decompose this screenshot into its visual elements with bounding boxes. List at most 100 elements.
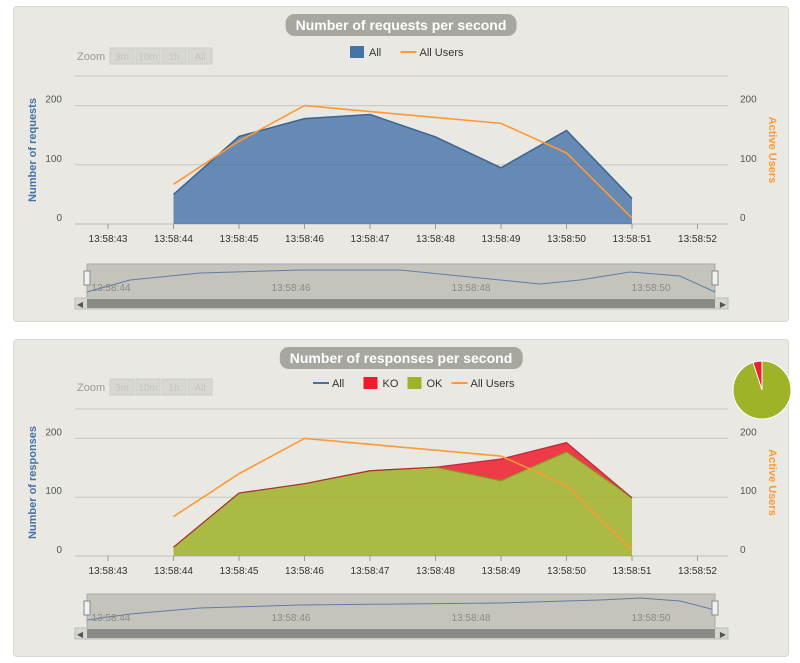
zoom-button-label: 3m [115, 52, 129, 63]
y2-tick-label: 0 [740, 213, 746, 224]
series-all-users-line [173, 437, 633, 551]
legend: All KO OK All Users [313, 377, 515, 390]
x-tick-label: 13:58:43 [89, 234, 128, 245]
zoom-button-1h[interactable] [161, 378, 187, 396]
x-tick-label: 13:58:47 [351, 566, 390, 577]
chart-title: Number of responses per second [279, 347, 523, 369]
navigator-series [86, 269, 716, 293]
legend: All All Users [350, 46, 464, 59]
zoom-controls: Zoom 3m 10m 1h All [77, 47, 213, 65]
y-tick-label: 200 [45, 95, 62, 106]
x-tick-label: 13:58:51 [613, 566, 652, 577]
series-all-line [173, 441, 633, 548]
legend-swatch-ok [407, 377, 422, 389]
y2-tick-label: 0 [740, 545, 746, 556]
x-tick-label: 13:58:47 [351, 234, 390, 245]
scroll-right-icon[interactable]: ▶ [720, 630, 727, 639]
zoom-label: Zoom [77, 51, 105, 63]
navigator-tick-label: 13:58:50 [632, 613, 671, 624]
x-tick-label: 13:58:44 [154, 234, 193, 245]
y2-tick-label: 100 [740, 154, 757, 165]
scrollbar-thumb[interactable] [87, 299, 715, 308]
y-tick-label: 100 [45, 154, 62, 165]
x-tick-label: 13:58:45 [220, 566, 259, 577]
x-tick-label: 13:58:50 [547, 566, 586, 577]
x-tick-label: 13:58:50 [547, 234, 586, 245]
navigator[interactable]: 13:58:44 13:58:46 13:58:48 13:58:50 ◀ ▶ [74, 593, 729, 640]
x-tick-label: 13:58:48 [416, 234, 455, 245]
x-tick-label: 13:58:49 [482, 234, 521, 245]
x-tick-label: 13:58:43 [89, 566, 128, 577]
zoom-button-label: 10m [138, 52, 157, 63]
x-tick-label: 13:58:51 [613, 234, 652, 245]
scrollbar-thumb[interactable] [87, 629, 715, 638]
x-tick-label: 13:58:48 [416, 566, 455, 577]
series-all-users-line [173, 104, 633, 219]
y-tick-label: 200 [45, 427, 62, 438]
zoom-button-all[interactable] [187, 47, 213, 65]
y-tick-label: 100 [45, 486, 62, 497]
y-tick-label: 0 [56, 213, 62, 224]
legend-item[interactable]: KO [383, 378, 399, 390]
zoom-button-3m[interactable] [109, 378, 135, 396]
series-all-area [173, 114, 632, 224]
navigator-tick-label: 13:58:48 [452, 613, 491, 624]
navigator-right-handle[interactable] [711, 600, 719, 616]
series-ko-area [173, 442, 632, 548]
legend-swatch-all [350, 46, 364, 58]
series-ok-area [173, 451, 632, 556]
zoom-controls: Zoom 3m 10m 1h All [77, 378, 213, 396]
x-tick-label: 13:58:46 [285, 566, 324, 577]
navigator-tick-label: 13:58:50 [632, 283, 671, 294]
zoom-button-10m[interactable] [135, 378, 161, 396]
zoom-button-label: 1h [168, 52, 179, 63]
navigator[interactable]: 13:58:44 13:58:46 13:58:48 13:58:50 ◀ ▶ [74, 263, 729, 310]
y2-axis-title: Active Users [766, 117, 778, 184]
x-tick-label: 13:58:49 [482, 566, 521, 577]
zoom-button-label: 3m [115, 383, 129, 394]
scroll-right-icon[interactable]: ▶ [720, 300, 727, 309]
zoom-label: Zoom [77, 382, 105, 394]
x-tick-label: 13:58:44 [154, 566, 193, 577]
legend-item[interactable]: OK [427, 378, 444, 390]
navigator-tick-label: 13:58:46 [272, 613, 311, 624]
legend-item[interactable]: All [369, 47, 381, 59]
legend-swatch-ko [363, 377, 378, 389]
x-tick-label: 13:58:52 [678, 234, 717, 245]
x-tick-label: 13:58:52 [678, 566, 717, 577]
zoom-button-1h[interactable] [161, 47, 187, 65]
zoom-button-label: 1h [168, 383, 179, 394]
zoom-button-label: 10m [138, 383, 157, 394]
navigator-tick-label: 13:58:46 [272, 283, 311, 294]
x-tick-label: 13:58:46 [285, 234, 324, 245]
y-axis-title: Number of responses [27, 426, 39, 539]
y2-axis-title: Active Users [766, 449, 778, 516]
scroll-left-icon[interactable]: ◀ [77, 630, 84, 639]
y2-tick-label: 200 [740, 427, 757, 438]
navigator-tick-label: 13:58:44 [92, 283, 131, 294]
y2-tick-label: 100 [740, 486, 757, 497]
legend-item[interactable]: All Users [471, 378, 516, 390]
legend-item[interactable]: All [332, 378, 344, 390]
y-axis-title: Number of requests [27, 98, 39, 202]
chart-title: Number of requests per second [285, 14, 517, 36]
legend-item[interactable]: All Users [420, 47, 465, 59]
navigator-right-handle[interactable] [711, 270, 719, 286]
zoom-button-3m[interactable] [109, 47, 135, 65]
y2-tick-label: 200 [740, 95, 757, 106]
zoom-button-label: All [194, 52, 205, 63]
zoom-button-label: All [194, 383, 205, 394]
zoom-button-all[interactable] [187, 378, 213, 396]
y-tick-label: 0 [56, 545, 62, 556]
x-tick-label: 13:58:45 [220, 234, 259, 245]
navigator-tick-label: 13:58:44 [92, 613, 131, 624]
navigator-left-handle[interactable] [83, 600, 91, 616]
navigator-left-handle[interactable] [83, 270, 91, 286]
zoom-button-10m[interactable] [135, 47, 161, 65]
series-all-line [173, 113, 633, 200]
pie-slice-ko [752, 360, 763, 391]
scroll-left-icon[interactable]: ◀ [77, 300, 84, 309]
navigator-series [86, 597, 716, 621]
